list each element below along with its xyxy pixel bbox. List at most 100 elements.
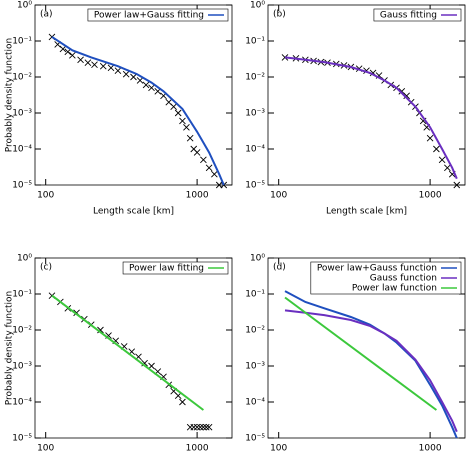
legend-box	[310, 261, 462, 295]
y-tick-label: 10⁰	[250, 1, 265, 11]
y-tick-label: 10⁻¹	[12, 290, 32, 300]
panel-label: (b)	[273, 10, 286, 20]
y-tick-label: 10⁻²	[245, 73, 265, 83]
y-tick-label: 10⁻¹	[12, 37, 32, 47]
panel: 10⁻⁵ 10⁻⁴ 10⁻³ 10⁻² 10⁻¹ 10⁰ 100 1000 (b) Length …	[245, 1, 466, 217]
panel: 10⁻⁵ 10⁻⁴ 10⁻³ 10⁻² 10⁻¹ 10⁰ 100 1000 (c) Probabl…	[5, 254, 233, 454]
x-tick-label: 1000	[419, 191, 442, 201]
legend-label: Power law+Gauss function	[317, 264, 437, 274]
data-point	[453, 181, 461, 189]
y-axis-label: Probably density function	[5, 38, 15, 153]
data-point	[130, 73, 137, 81]
y-tick-label: 10⁰	[250, 254, 265, 264]
data-point	[426, 134, 434, 142]
data-point	[170, 103, 177, 110]
legend-label: Gauss function	[370, 274, 437, 284]
data-point	[438, 156, 446, 164]
data-point	[107, 64, 115, 72]
y-tick-label: 10⁻⁴	[245, 145, 265, 155]
data-point	[202, 423, 210, 431]
legend-box	[373, 8, 462, 22]
data-point	[179, 117, 186, 125]
x-tick-label: 1000	[419, 444, 442, 454]
data-point	[205, 423, 213, 431]
data-point	[174, 109, 182, 117]
data-point	[142, 81, 150, 89]
y-tick-label: 10⁻³	[245, 109, 265, 119]
y-tick-label: 10⁻⁵	[12, 434, 32, 444]
data-point	[200, 423, 207, 431]
data-point	[59, 45, 67, 53]
data-point	[205, 164, 213, 172]
data-point	[148, 362, 155, 370]
x-axis-label: Length scale [km]	[326, 207, 407, 217]
y-tick-label: 10⁻⁵	[245, 434, 265, 444]
panel: 10⁻⁵ 10⁻⁴ 10⁻³ 10⁻² 10⁻¹ 10⁰ 100 1000 (d) Power l…	[245, 254, 466, 454]
x-tick-label: 100	[37, 191, 54, 201]
panel-label: (d)	[273, 263, 286, 273]
legend-label: Power law function	[352, 284, 437, 294]
data-point	[444, 164, 451, 172]
data-point	[122, 70, 130, 78]
x-tick-label: 1000	[186, 191, 209, 201]
y-tick-label: 10⁻⁴	[12, 398, 32, 408]
data-point	[433, 145, 440, 153]
plot-frame	[34, 4, 233, 186]
y-tick-label: 10⁻²	[12, 326, 32, 336]
legend-box	[87, 8, 229, 22]
data-point	[136, 77, 144, 84]
y-tick-label: 10⁻⁴	[12, 145, 32, 155]
x-tick-label: 1000	[186, 444, 209, 454]
data-point	[91, 61, 98, 68]
data-point	[97, 326, 104, 334]
panel: 10⁻⁵ 10⁻⁴ 10⁻³ 10⁻² 10⁻¹ 10⁰ 100 1000 (a) Length …	[5, 1, 233, 217]
data-point	[77, 56, 84, 64]
y-tick-label: 10⁻¹	[245, 290, 265, 300]
y-tick-label: 10⁰	[17, 254, 32, 264]
panel-label: (c)	[40, 263, 52, 273]
data-point	[148, 84, 155, 92]
legend-label: Power law fitting	[129, 264, 204, 274]
y-tick-label: 10⁻⁵	[12, 181, 32, 191]
data-point	[99, 62, 107, 70]
data-point	[186, 134, 194, 142]
data-point	[84, 59, 92, 66]
y-axis-label: Probably density function	[5, 291, 15, 406]
legend-label: Gauss fitting	[380, 11, 437, 21]
data-point	[200, 156, 207, 164]
data-point	[183, 124, 190, 131]
data-point	[64, 48, 72, 56]
legend-box	[122, 261, 229, 275]
y-tick-label: 10⁻²	[12, 73, 32, 83]
data-point	[186, 423, 194, 431]
x-axis-label: Length scale [km]	[93, 207, 174, 217]
x-tick-label: 100	[270, 191, 287, 201]
fit-line	[284, 56, 458, 180]
y-tick-label: 10⁻¹	[245, 37, 265, 47]
fit-line	[51, 294, 205, 411]
y-tick-label: 10⁻⁴	[245, 398, 265, 408]
y-tick-label: 10⁻³	[12, 362, 32, 372]
x-tick-label: 100	[37, 444, 54, 454]
plot-frame	[267, 4, 466, 186]
x-tick-label: 100	[270, 444, 287, 454]
data-point	[196, 423, 204, 431]
y-tick-label: 10⁻³	[12, 109, 32, 119]
panel-label: (a)	[40, 10, 53, 20]
fit-line	[51, 36, 225, 186]
y-tick-label: 10⁻²	[245, 326, 265, 336]
data-point	[190, 423, 198, 431]
data-point	[193, 149, 201, 156]
plot-frame	[34, 257, 233, 439]
data-point	[281, 54, 289, 61]
data-point	[211, 170, 218, 178]
plot-frame	[267, 257, 466, 439]
y-tick-label: 10⁻³	[245, 362, 265, 372]
data-point	[114, 67, 122, 74]
data-point	[403, 92, 410, 100]
data-point	[179, 398, 186, 406]
fit-line	[284, 309, 458, 433]
fit-line	[284, 296, 437, 411]
data-point	[193, 423, 201, 431]
